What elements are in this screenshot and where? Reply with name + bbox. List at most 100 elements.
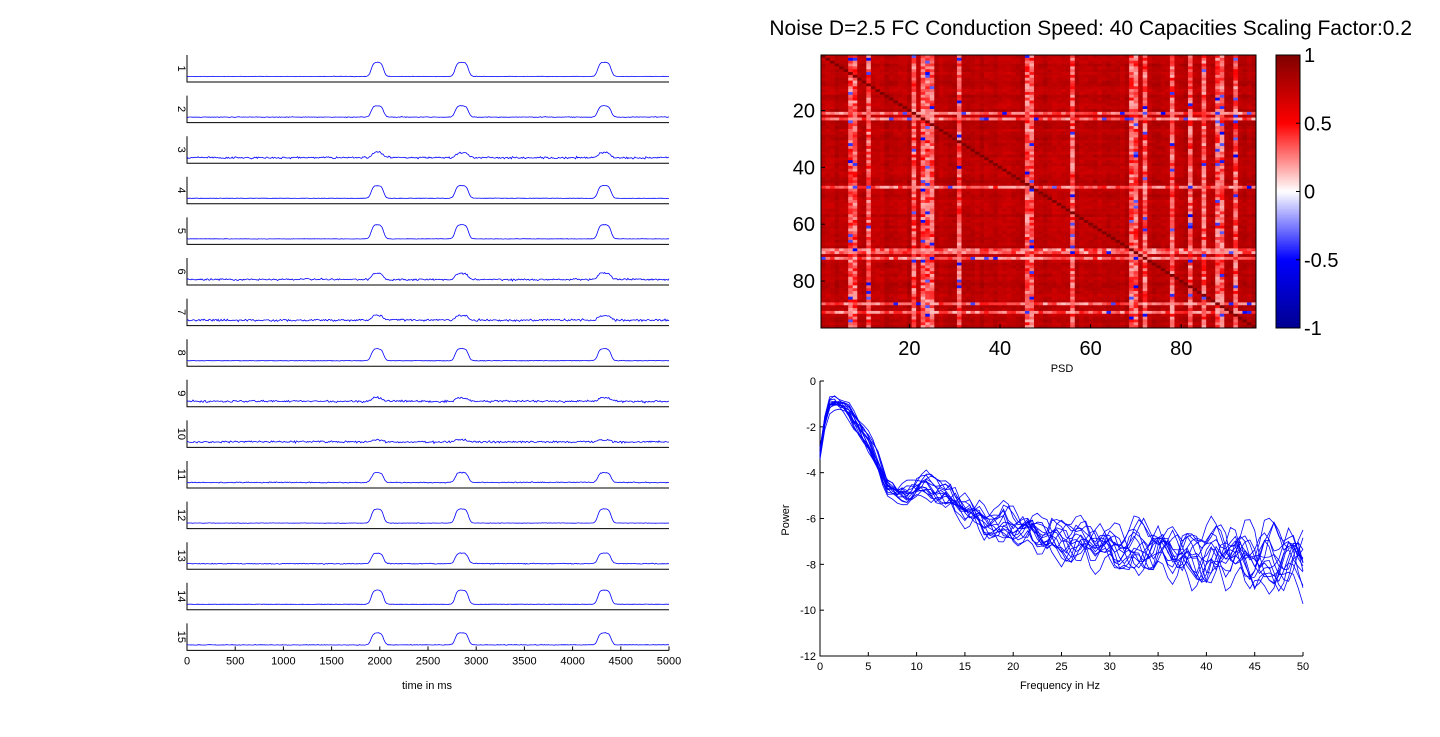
fc-cell xyxy=(852,174,858,178)
fc-cell xyxy=(1006,163,1012,167)
fc-cell xyxy=(970,157,976,161)
fc-cell xyxy=(1002,63,1008,67)
fc-cell xyxy=(852,185,858,189)
fc-cell xyxy=(1043,171,1048,175)
fc-cell xyxy=(834,117,840,121)
fc-cell xyxy=(943,91,949,96)
fc-cell xyxy=(961,188,967,192)
fc-cell xyxy=(1079,63,1085,67)
fc-cell xyxy=(1052,188,1057,192)
fc-cell xyxy=(1246,123,1252,127)
fc-cell xyxy=(852,146,858,150)
fc-cell xyxy=(925,157,931,161)
fc-cell xyxy=(1174,120,1180,124)
fc-cell xyxy=(1011,171,1017,175)
fc-cell xyxy=(875,191,881,195)
fc-cell xyxy=(1242,185,1248,189)
fc-cell xyxy=(961,174,967,178)
fc-cell xyxy=(970,151,976,155)
fc-cell xyxy=(916,134,922,138)
fc-cell xyxy=(1015,171,1021,175)
fc-cell xyxy=(893,143,899,147)
fc-cell xyxy=(952,117,958,121)
fc-cell xyxy=(1047,103,1053,107)
fc-cell xyxy=(947,200,953,204)
fc-cell xyxy=(1192,165,1198,170)
fc-cell xyxy=(1065,137,1071,141)
fc-cell xyxy=(1002,194,1008,198)
fc-cell xyxy=(1142,60,1148,64)
fc-cell xyxy=(1169,134,1175,138)
fc-cell xyxy=(1002,146,1008,150)
fc-cell xyxy=(1092,160,1098,164)
channel-trace xyxy=(187,471,670,484)
fc-cell xyxy=(1165,148,1171,153)
fc-cell xyxy=(902,86,908,90)
fc-cell xyxy=(1192,60,1198,64)
fc-cell xyxy=(1047,148,1053,153)
fc-cell xyxy=(1015,120,1021,124)
fc-cell xyxy=(993,63,999,67)
fc-cell xyxy=(1138,103,1144,107)
fc-cell xyxy=(1129,100,1135,104)
fc-cell xyxy=(916,100,922,104)
fc-cell xyxy=(1178,80,1184,84)
fc-cell xyxy=(970,148,976,153)
fc-cell xyxy=(834,91,840,96)
fc-cell xyxy=(1215,77,1221,81)
fc-cell xyxy=(925,128,931,133)
fc-cell xyxy=(1052,163,1057,167)
fc-cell xyxy=(975,148,980,153)
fc-cell xyxy=(839,72,845,76)
fc-cell xyxy=(911,123,917,127)
fc-cell xyxy=(911,83,917,87)
fc-cell xyxy=(929,66,935,70)
fc-cell xyxy=(1092,148,1098,153)
fc-cell xyxy=(1178,174,1184,178)
fc-cell xyxy=(1052,123,1057,127)
fc-cell xyxy=(911,137,917,141)
fc-cell xyxy=(1070,55,1076,59)
fc-cell xyxy=(830,94,835,98)
fc-cell xyxy=(984,100,990,104)
fc-cell xyxy=(1056,180,1062,184)
fc-cell xyxy=(966,74,971,79)
fc-cell xyxy=(1101,194,1107,198)
fc-cell xyxy=(1133,165,1139,170)
fc-cell xyxy=(984,63,990,67)
fc-cell xyxy=(916,72,922,76)
fc-cell xyxy=(1183,163,1189,167)
fc-cell xyxy=(857,86,863,90)
fc-cell xyxy=(1224,106,1230,110)
fc-cell xyxy=(1011,140,1017,144)
fc-cell xyxy=(834,171,840,175)
fc-cell xyxy=(1088,69,1094,73)
fc-cell xyxy=(875,163,881,167)
fc-cell xyxy=(997,83,1003,87)
fc-cell xyxy=(888,171,894,175)
fc-cell xyxy=(852,97,858,101)
fc-cell xyxy=(943,171,949,175)
fc-cell xyxy=(1079,131,1085,135)
fc-cell xyxy=(902,143,908,147)
fc-cell xyxy=(1165,120,1171,124)
fc-cell xyxy=(1219,97,1225,101)
fc-cell xyxy=(1178,126,1184,130)
fc-cell xyxy=(1047,120,1053,124)
fc-cell xyxy=(888,148,894,153)
fc-cell xyxy=(857,126,863,130)
fc-cell xyxy=(857,200,863,204)
fc-cell xyxy=(857,131,863,135)
fc-cell xyxy=(1097,146,1103,150)
fc-cell xyxy=(975,188,980,192)
fc-cell xyxy=(1169,157,1175,161)
fc-cell xyxy=(925,111,931,116)
fc-cell xyxy=(1083,57,1089,62)
fc-cell xyxy=(861,80,867,84)
fc-cell xyxy=(821,200,826,204)
channel-axis xyxy=(186,339,669,367)
fc-cell xyxy=(875,103,881,107)
fc-cell xyxy=(1237,148,1243,153)
fc-cell xyxy=(1178,194,1184,198)
fc-cell xyxy=(1101,157,1107,161)
